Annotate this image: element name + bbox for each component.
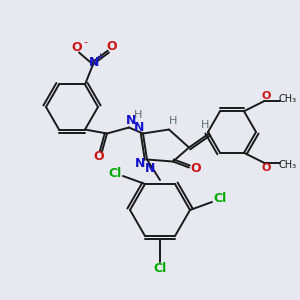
Text: O: O <box>72 41 82 54</box>
Text: Cl: Cl <box>213 193 226 206</box>
Text: N: N <box>145 162 155 175</box>
Text: H: H <box>169 116 177 125</box>
Text: N: N <box>135 157 145 170</box>
Text: H: H <box>134 110 142 119</box>
Text: N: N <box>134 121 144 134</box>
Text: O: O <box>107 40 117 53</box>
Text: N: N <box>89 56 99 69</box>
Text: O: O <box>94 150 104 163</box>
Text: Cl: Cl <box>108 167 122 179</box>
Text: O: O <box>261 91 271 101</box>
Text: CH₃: CH₃ <box>279 160 297 170</box>
Text: -: - <box>83 38 87 47</box>
Text: +: + <box>97 52 104 61</box>
Text: O: O <box>191 162 201 175</box>
Text: O: O <box>261 163 271 173</box>
Text: Cl: Cl <box>153 262 167 275</box>
Text: N: N <box>126 114 136 127</box>
Text: H: H <box>201 119 209 130</box>
Text: CH₃: CH₃ <box>279 94 297 104</box>
